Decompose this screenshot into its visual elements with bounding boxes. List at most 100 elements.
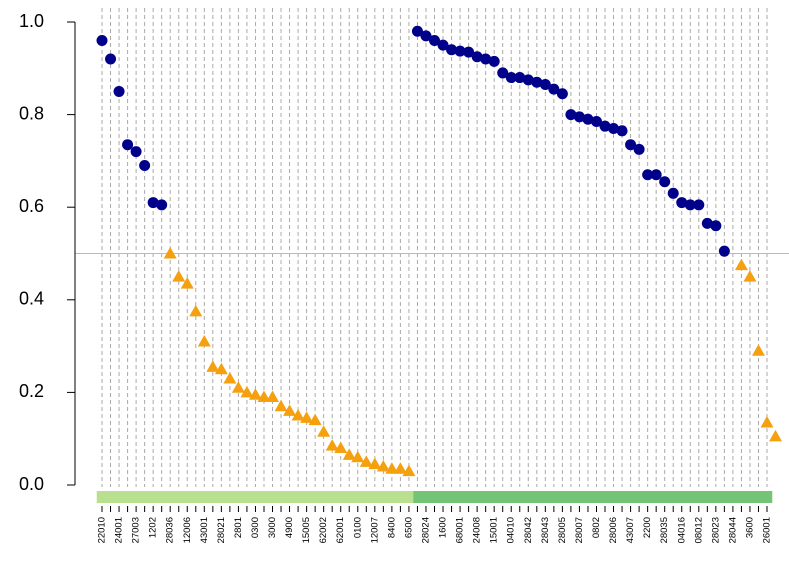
- x-tick-label: 28044: [727, 517, 738, 543]
- point: [180, 277, 194, 289]
- point: [197, 334, 211, 347]
- point: [325, 439, 339, 451]
- point: [163, 247, 177, 259]
- x-tick-label: 28024: [420, 517, 431, 543]
- x-tick-label: 62002: [318, 517, 329, 543]
- x-tick-label: 28005: [557, 517, 568, 543]
- y-tick-label: 0.8: [19, 103, 44, 123]
- x-tick-label: 28007: [574, 517, 585, 543]
- x-tick-label: 15001: [489, 517, 500, 543]
- point: [701, 217, 713, 229]
- point: [734, 258, 748, 271]
- point: [206, 360, 220, 372]
- point: [488, 55, 500, 67]
- point: [718, 245, 730, 257]
- point: [359, 455, 373, 467]
- point: [625, 139, 637, 151]
- x-tick-label: 6500: [403, 517, 414, 538]
- point: [147, 197, 159, 209]
- point: [291, 409, 305, 421]
- point: [393, 462, 407, 474]
- y-tick-label: 0.6: [19, 196, 44, 216]
- point: [189, 304, 203, 317]
- x-tick-label: 26001: [762, 517, 773, 543]
- point: [334, 441, 348, 453]
- point: [522, 74, 534, 86]
- point: [599, 120, 611, 132]
- point: [667, 187, 679, 199]
- point: [769, 429, 783, 442]
- point: [497, 67, 509, 79]
- x-tick-label: 28035: [659, 517, 670, 543]
- point: [274, 399, 288, 412]
- x-tick-label: 12007: [369, 517, 380, 543]
- point: [590, 116, 602, 128]
- x-tick-label: 2801: [233, 517, 244, 538]
- point: [342, 448, 356, 460]
- point: [751, 344, 765, 356]
- point: [650, 169, 662, 181]
- point: [214, 362, 228, 375]
- point: [248, 388, 262, 400]
- point: [608, 122, 620, 134]
- point: [642, 169, 654, 181]
- point: [368, 457, 382, 470]
- point: [231, 381, 245, 393]
- point: [240, 385, 254, 398]
- point: [514, 72, 526, 84]
- point: [172, 270, 186, 282]
- x-tick-label: 68001: [455, 517, 466, 543]
- x-tick-label: 22010: [97, 517, 108, 543]
- point: [420, 30, 432, 42]
- y-tick-label: 0.4: [19, 289, 44, 309]
- point: [693, 199, 705, 211]
- point: [446, 44, 458, 56]
- point: [257, 390, 271, 403]
- point: [616, 125, 628, 137]
- point: [437, 39, 449, 51]
- y-tick-label: 0.2: [19, 381, 44, 401]
- x-tick-label: 28023: [710, 517, 721, 543]
- y-tick-label: 1.0: [19, 11, 44, 31]
- point: [684, 199, 696, 211]
- x-tick-label: 4900: [284, 517, 295, 538]
- point: [266, 390, 280, 403]
- point: [471, 51, 483, 63]
- point: [223, 372, 237, 384]
- x-tick-label: 3600: [744, 517, 755, 538]
- point: [139, 160, 151, 172]
- point: [130, 146, 142, 158]
- point: [122, 139, 134, 151]
- point: [531, 76, 543, 88]
- point: [300, 411, 314, 423]
- x-tick-label: 28043: [540, 517, 551, 543]
- group-bar: [413, 491, 773, 503]
- x-tick-label: 24001: [114, 517, 125, 543]
- point: [156, 199, 168, 211]
- point: [505, 72, 517, 84]
- point: [743, 270, 757, 282]
- point: [113, 85, 125, 97]
- x-tick-label: 08012: [693, 517, 704, 543]
- point: [308, 413, 322, 426]
- point: [659, 176, 671, 188]
- point: [429, 35, 440, 47]
- x-tick-label: 0802: [591, 517, 602, 538]
- point: [676, 197, 688, 209]
- point: [105, 53, 117, 65]
- x-tick-label: 8400: [386, 517, 397, 538]
- point: [633, 143, 645, 155]
- x-tick-label: 1202: [148, 517, 159, 538]
- x-tick-label: 43001: [199, 517, 210, 543]
- x-tick-label: 2200: [642, 517, 653, 538]
- x-tick-label: 0100: [352, 517, 363, 538]
- point: [710, 220, 722, 232]
- point: [317, 425, 331, 437]
- y-tick-label: 0.0: [19, 474, 44, 494]
- x-tick-label: 12006: [182, 517, 193, 543]
- point: [351, 450, 365, 463]
- x-tick-label: 04016: [676, 517, 687, 543]
- x-tick-label: 27003: [131, 517, 142, 543]
